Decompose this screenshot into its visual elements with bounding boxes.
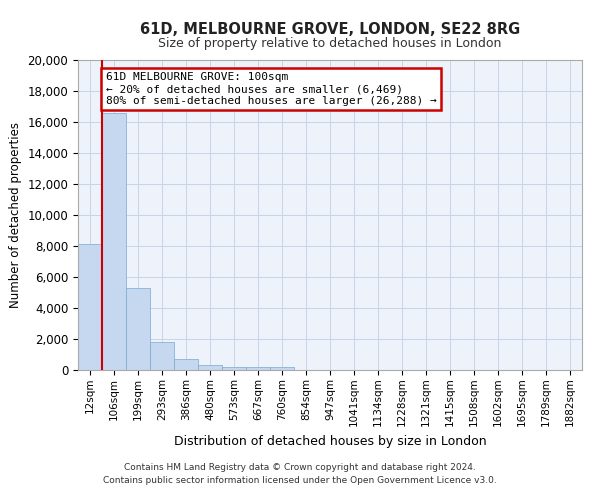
Text: 61D, MELBOURNE GROVE, LONDON, SE22 8RG: 61D, MELBOURNE GROVE, LONDON, SE22 8RG [140, 22, 520, 38]
Bar [246, 368, 270, 370]
Bar [222, 367, 246, 370]
Bar [198, 365, 222, 370]
Text: 61D MELBOURNE GROVE: 100sqm
← 20% of detached houses are smaller (6,469)
80% of : 61D MELBOURNE GROVE: 100sqm ← 20% of det… [106, 72, 436, 106]
X-axis label: Distribution of detached houses by size in London: Distribution of detached houses by size … [173, 434, 487, 448]
Bar [102, 112, 126, 370]
Bar [126, 288, 150, 370]
Text: Contains HM Land Registry data © Crown copyright and database right 2024.: Contains HM Land Registry data © Crown c… [124, 464, 476, 472]
Bar [150, 342, 174, 370]
Bar [78, 244, 102, 370]
Bar [270, 367, 294, 370]
Bar [174, 359, 198, 370]
Y-axis label: Number of detached properties: Number of detached properties [9, 122, 22, 308]
Text: Size of property relative to detached houses in London: Size of property relative to detached ho… [158, 36, 502, 50]
Text: Contains public sector information licensed under the Open Government Licence v3: Contains public sector information licen… [103, 476, 497, 485]
